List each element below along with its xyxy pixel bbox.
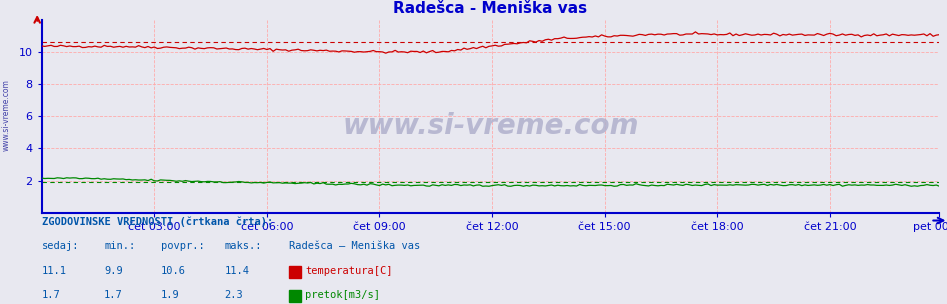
- Text: 9.9: 9.9: [104, 266, 123, 276]
- Text: min.:: min.:: [104, 241, 135, 251]
- Text: 1.9: 1.9: [161, 290, 180, 300]
- Text: povpr.:: povpr.:: [161, 241, 205, 251]
- Text: www.si-vreme.com: www.si-vreme.com: [342, 112, 639, 140]
- Text: 11.1: 11.1: [42, 266, 66, 276]
- Text: sedaj:: sedaj:: [42, 241, 80, 251]
- Text: www.si-vreme.com: www.si-vreme.com: [1, 80, 10, 151]
- Text: ZGODOVINSKE VREDNOSTI (črtkana črta):: ZGODOVINSKE VREDNOSTI (črtkana črta):: [42, 216, 273, 227]
- Text: temperatura[C]: temperatura[C]: [305, 266, 392, 276]
- Text: 11.4: 11.4: [224, 266, 249, 276]
- Text: 10.6: 10.6: [161, 266, 186, 276]
- Text: 2.3: 2.3: [224, 290, 243, 300]
- Title: Radešca - Meniška vas: Radešca - Meniška vas: [394, 1, 587, 16]
- Text: 1.7: 1.7: [104, 290, 123, 300]
- Text: maks.:: maks.:: [224, 241, 262, 251]
- Text: 1.7: 1.7: [42, 290, 61, 300]
- Text: Radešca – Meniška vas: Radešca – Meniška vas: [289, 241, 420, 251]
- Text: pretok[m3/s]: pretok[m3/s]: [305, 290, 380, 300]
